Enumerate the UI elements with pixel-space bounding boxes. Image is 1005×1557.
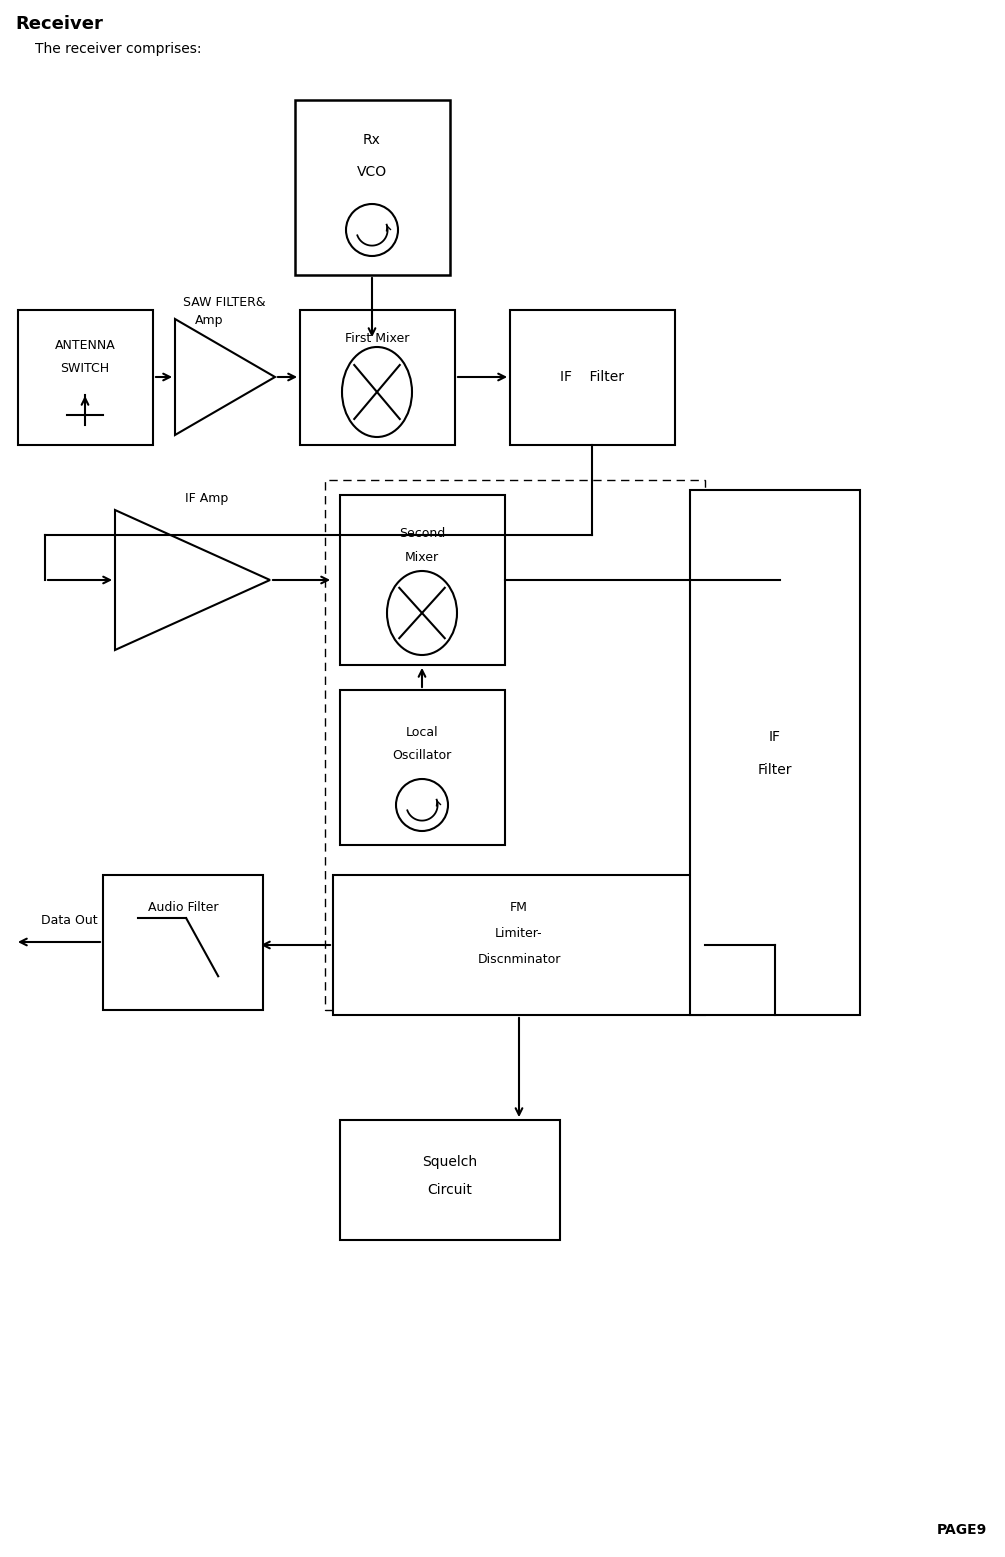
Text: IF    Filter: IF Filter: [560, 371, 624, 385]
Bar: [300, 310, 455, 445]
Bar: [340, 690, 505, 845]
Text: Receiver: Receiver: [15, 16, 103, 33]
Bar: [103, 875, 263, 1010]
Text: First Mixer: First Mixer: [345, 332, 409, 344]
Text: Mixer: Mixer: [405, 551, 439, 564]
Text: Filter: Filter: [758, 763, 792, 777]
Circle shape: [396, 778, 448, 831]
Text: VCO: VCO: [357, 165, 387, 179]
Bar: [18, 310, 153, 445]
Bar: [690, 490, 860, 1015]
Bar: [510, 310, 675, 445]
Text: Local: Local: [406, 726, 438, 738]
Text: Oscillator: Oscillator: [392, 749, 451, 761]
Text: Discnminator: Discnminator: [477, 953, 561, 965]
Text: Data Out: Data Out: [41, 914, 98, 926]
Bar: [340, 1119, 560, 1239]
Polygon shape: [115, 511, 270, 649]
Ellipse shape: [342, 347, 412, 438]
Text: Squelch: Squelch: [422, 1155, 477, 1169]
Text: IF: IF: [769, 730, 781, 744]
Text: ANTENNA: ANTENNA: [54, 338, 116, 352]
Text: Second: Second: [399, 526, 445, 539]
Text: IF Amp: IF Amp: [185, 492, 228, 504]
Text: PAGE9: PAGE9: [937, 1523, 987, 1537]
Text: Amp: Amp: [195, 313, 223, 327]
Text: Circuit: Circuit: [427, 1183, 472, 1197]
Circle shape: [346, 204, 398, 255]
Text: FM: FM: [511, 900, 528, 914]
Bar: [325, 480, 705, 1010]
Text: The receiver comprises:: The receiver comprises:: [35, 42, 201, 56]
Bar: [333, 875, 705, 1015]
Bar: [295, 100, 450, 276]
Text: Audio Filter: Audio Filter: [148, 900, 218, 914]
Text: SAW FILTER&: SAW FILTER&: [183, 296, 265, 308]
Text: Limiter-: Limiter-: [495, 926, 543, 939]
Ellipse shape: [387, 571, 457, 655]
Text: Rx: Rx: [363, 132, 381, 146]
Text: SWITCH: SWITCH: [60, 361, 110, 375]
Polygon shape: [175, 319, 275, 434]
Bar: [340, 495, 505, 665]
